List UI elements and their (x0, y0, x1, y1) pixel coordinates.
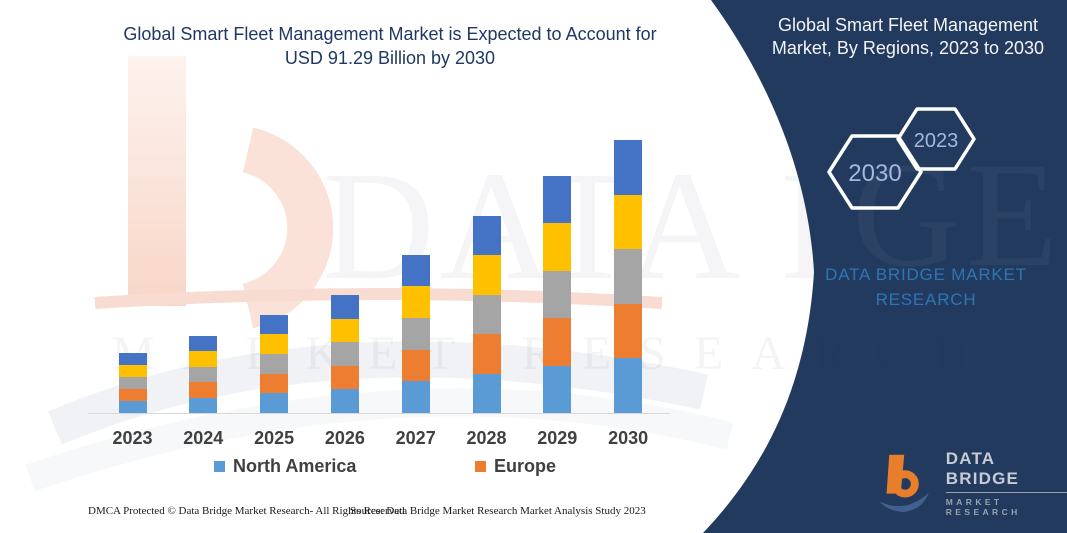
bar-2026 (330, 295, 359, 413)
bar-segment-unlabeled-dark-blue-2028 (472, 215, 501, 255)
bar-segment-europe-2024 (189, 382, 218, 398)
bar-2024 (189, 335, 218, 413)
bar-2025 (260, 314, 289, 413)
bar-segment-unlabeled-yellow-2026 (330, 318, 359, 343)
bar-segment-europe-2026 (330, 365, 359, 390)
x-tick-2023: 2023 (112, 428, 153, 448)
bar-segment-europe-2025 (260, 373, 289, 394)
x-tick-2026: 2026 (324, 428, 365, 448)
bar-segment-unlabeled-yellow-2030 (614, 194, 643, 250)
bar-segment-unlabeled-yellow-2029 (543, 223, 572, 271)
bar-segment-unlabeled-gray-2029 (543, 270, 572, 318)
company-logo-subtitle: MARKET RESEARCH (945, 497, 1021, 517)
bar-segment-unlabeled-yellow-2027 (401, 286, 430, 318)
bar-2027 (401, 254, 430, 413)
bar-segment-north-america-2026 (330, 389, 359, 413)
bar-segment-europe-2023 (118, 389, 147, 401)
chart-title-line1: Global Smart Fleet Management Market is … (123, 24, 657, 44)
bar-2030 (614, 140, 643, 413)
bar-segment-north-america-2027 (401, 381, 430, 413)
footer-dmca-text: DMCA Protected © Data Bridge Market Rese… (88, 505, 408, 517)
chart-title: Global Smart Fleet Management Market is … (90, 22, 690, 70)
legend-label-europe: Europe (494, 456, 557, 476)
bar-segment-unlabeled-dark-blue-2027 (401, 254, 430, 287)
x-axis-line (88, 413, 670, 414)
company-logo-name: DATA BRIDGE (945, 449, 1067, 493)
x-tick-2029: 2029 (537, 428, 578, 448)
bar-segment-unlabeled-dark-blue-2023 (118, 353, 147, 365)
bar-segment-unlabeled-gray-2024 (189, 366, 218, 382)
bar-segment-north-america-2030 (614, 358, 643, 413)
bar-segment-north-america-2029 (543, 365, 572, 413)
bar-segment-north-america-2023 (118, 401, 147, 413)
chart-title-line2: USD 91.29 Billion by 2030 (284, 48, 496, 68)
bar-segment-unlabeled-gray-2023 (118, 377, 147, 389)
legend-item-north-america: North America (214, 456, 356, 477)
bar-segment-europe-2029 (543, 318, 572, 366)
x-tick-2030: 2030 (608, 428, 649, 448)
company-logo: DATA BRIDGE MARKET RESEARCH (876, 448, 1067, 518)
bar-segment-unlabeled-dark-blue-2029 (543, 175, 572, 223)
bar-segment-unlabeled-yellow-2025 (260, 334, 289, 354)
bar-segment-unlabeled-yellow-2028 (472, 255, 501, 295)
bar-segment-north-america-2028 (472, 373, 501, 413)
bar-segment-unlabeled-yellow-2023 (118, 365, 147, 377)
bar-segment-unlabeled-gray-2028 (472, 294, 501, 334)
bar-2028 (472, 215, 501, 413)
bar-segment-europe-2028 (472, 334, 501, 374)
bar-segment-unlabeled-dark-blue-2026 (330, 295, 359, 319)
bar-segment-unlabeled-gray-2026 (330, 342, 359, 366)
bar-segment-unlabeled-dark-blue-2024 (189, 335, 218, 351)
footer-source-text: Source: Data Bridge Market Research Mark… (350, 505, 646, 517)
bar-segment-north-america-2025 (260, 393, 289, 413)
legend-swatch-north-america (214, 461, 225, 472)
x-tick-2028: 2028 (466, 428, 507, 448)
legend-label-north-america: North America (233, 456, 357, 476)
legend-swatch-europe (475, 461, 486, 472)
bar-2023 (118, 353, 147, 413)
bar-segment-north-america-2024 (189, 397, 218, 413)
bar-2029 (543, 175, 572, 413)
bar-segment-europe-2030 (614, 303, 643, 359)
company-logo-icon (879, 454, 929, 513)
x-tick-2027: 2027 (395, 428, 436, 448)
bar-segment-unlabeled-gray-2025 (260, 353, 289, 374)
legend-item-europe: Europe (475, 456, 556, 477)
x-tick-2024: 2024 (183, 428, 224, 448)
bar-segment-unlabeled-dark-blue-2030 (614, 140, 643, 195)
bar-segment-unlabeled-gray-2030 (614, 249, 643, 304)
x-tick-2025: 2025 (254, 428, 295, 448)
bar-segment-europe-2027 (401, 349, 430, 382)
bar-segment-unlabeled-yellow-2024 (189, 351, 218, 367)
bar-segment-unlabeled-dark-blue-2025 (260, 314, 289, 335)
bar-segment-unlabeled-gray-2027 (401, 317, 430, 350)
